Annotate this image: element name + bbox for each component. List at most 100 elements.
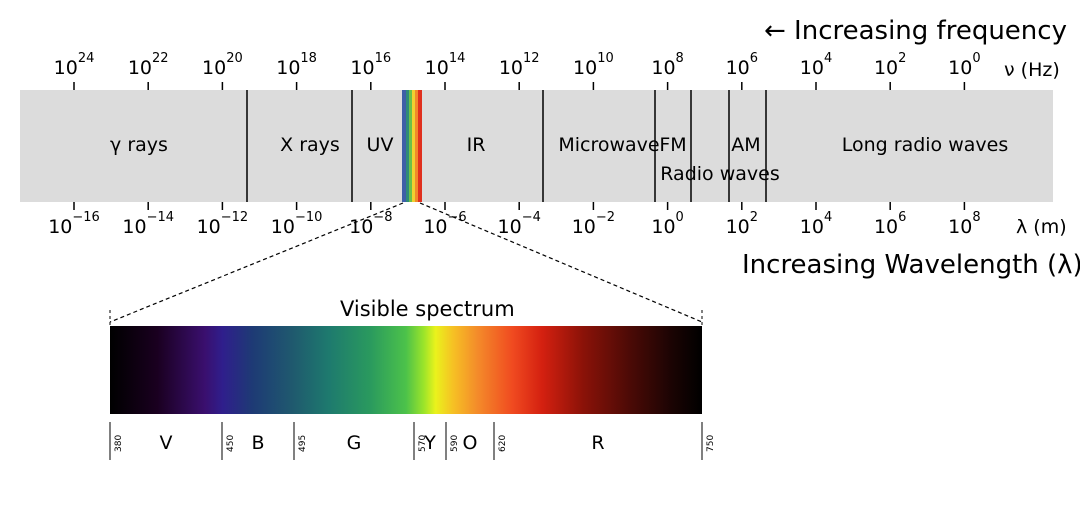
tick-exponent: 12 [523, 51, 540, 66]
color-band-label: O [462, 432, 478, 454]
zoom-connector-left [109, 202, 404, 323]
tick-exponent: −16 [72, 210, 100, 225]
band-label-microwave: Microwave [558, 134, 660, 156]
frequency-axis-title: ← Increasing frequency [764, 16, 1067, 46]
tick-exponent: 8 [972, 210, 981, 225]
tick-base: 10 [350, 57, 375, 79]
tick-exponent: 6 [749, 51, 759, 66]
frequency-tick-label: 1024 [53, 51, 95, 79]
tick-base: 10 [873, 57, 899, 79]
tick-exponent: 4 [823, 51, 833, 66]
tick-exponent: 2 [898, 51, 907, 66]
nm-boundary-label: 620 [498, 434, 508, 452]
visible-strip-cyan [406, 90, 409, 202]
frequency-tick-label: 1018 [276, 51, 317, 79]
zoom-connector-right [419, 202, 703, 323]
color-band-label: Y [424, 432, 436, 454]
tick-base: 10 [423, 216, 448, 238]
band-label-long-radio: Long radio waves [841, 134, 1009, 156]
wavelength-tick-label: 10−2 [571, 210, 615, 238]
visible-strip-green [409, 90, 412, 202]
tick-base: 10 [424, 57, 449, 79]
frequency-tick-label: 104 [799, 51, 832, 79]
tick-base: 10 [276, 57, 301, 79]
tick-base: 10 [571, 216, 596, 238]
spectrum-band-background [20, 90, 1053, 202]
tick-exponent: 20 [226, 51, 243, 66]
frequency-tick-label: 1012 [499, 51, 540, 79]
frequency-tick-label: 108 [651, 51, 683, 79]
tick-exponent: 18 [300, 51, 317, 66]
wavelength-tick-label: 10−16 [48, 210, 100, 238]
color-band-label: G [346, 432, 362, 454]
tick-exponent: −12 [220, 210, 249, 225]
tick-exponent: 4 [823, 210, 833, 225]
visible-spectrum-title: Visible spectrum [340, 297, 515, 321]
nm-boundary-label: 570 [418, 434, 428, 452]
band-label-am: AM [731, 134, 761, 156]
frequency-unit: ν (Hz) [1004, 59, 1060, 81]
frequency-tick-label: 1016 [350, 51, 391, 79]
visible-strip-yellow [412, 90, 415, 202]
tick-base: 10 [497, 216, 522, 238]
band-label-fm: FM [659, 134, 687, 156]
tick-exponent: −8 [373, 210, 393, 225]
tick-base: 10 [196, 216, 221, 238]
tick-exponent: 16 [374, 51, 392, 66]
wavelength-tick-label: 10−10 [270, 210, 323, 238]
visible-strip [402, 90, 422, 202]
tick-base: 10 [349, 216, 374, 238]
wavelength-tick-label: 10−4 [497, 210, 541, 238]
tick-exponent: 8 [675, 51, 684, 66]
band-label-ir: IR [466, 134, 486, 156]
band-label-radio: Radio waves [660, 163, 780, 185]
wavelength-tick-label: 106 [873, 210, 906, 238]
visible-strip-orange [415, 90, 418, 202]
wavelength-tick-label: 102 [725, 210, 758, 238]
tick-base: 10 [873, 216, 899, 238]
tick-exponent: 6 [898, 210, 907, 225]
nm-boundary-label: 590 [450, 434, 460, 452]
nm-boundary-label: 495 [298, 434, 308, 452]
tick-base: 10 [948, 216, 973, 238]
wavelength-axis-title: Increasing Wavelength (λ)→ [742, 250, 1080, 280]
nm-boundary-label: 750 [706, 434, 716, 452]
tick-base: 10 [127, 57, 153, 79]
color-band-label: R [591, 432, 605, 454]
tick-exponent: −14 [146, 210, 174, 225]
wavelength-tick-label: 10−14 [122, 210, 174, 238]
tick-base: 10 [651, 57, 676, 79]
frequency-tick-label: 1022 [127, 51, 169, 79]
tick-exponent: 24 [77, 51, 95, 66]
visible-strip-red [418, 90, 422, 202]
tick-base: 10 [48, 216, 73, 238]
frequency-tick-label: 102 [873, 51, 906, 79]
tick-base: 10 [270, 216, 295, 238]
tick-exponent: 0 [972, 51, 981, 66]
tick-base: 10 [202, 57, 227, 79]
wavelength-tick-label: 100 [651, 210, 683, 238]
visible-strip-blue [402, 90, 406, 202]
frequency-tick-label: 1020 [202, 51, 243, 79]
tick-base: 10 [651, 216, 676, 238]
tick-base: 10 [799, 57, 824, 79]
tick-exponent: 0 [675, 210, 684, 225]
tick-base: 10 [573, 57, 598, 79]
tick-exponent: 2 [749, 210, 759, 225]
wavelength-tick-label: 10−6 [423, 210, 466, 238]
visible-spectrum-gradient [110, 326, 702, 414]
frequency-tick-label: 100 [948, 51, 980, 79]
frequency-tick-label: 106 [726, 51, 758, 79]
band-label-gamma: γ rays [110, 134, 168, 156]
frequency-tick-label: 1010 [573, 51, 614, 79]
tick-base: 10 [799, 216, 824, 238]
nm-boundary-label: 450 [226, 434, 236, 452]
wavelength-tick-label: 108 [948, 210, 980, 238]
tick-exponent: −2 [595, 210, 616, 225]
tick-base: 10 [725, 216, 750, 238]
tick-base: 10 [948, 57, 973, 79]
band-label-xray: X rays [280, 134, 340, 156]
tick-base: 10 [53, 57, 78, 79]
wavelength-tick-label: 104 [799, 210, 832, 238]
